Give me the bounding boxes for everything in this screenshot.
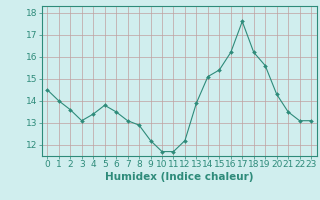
X-axis label: Humidex (Indice chaleur): Humidex (Indice chaleur)	[105, 172, 253, 182]
